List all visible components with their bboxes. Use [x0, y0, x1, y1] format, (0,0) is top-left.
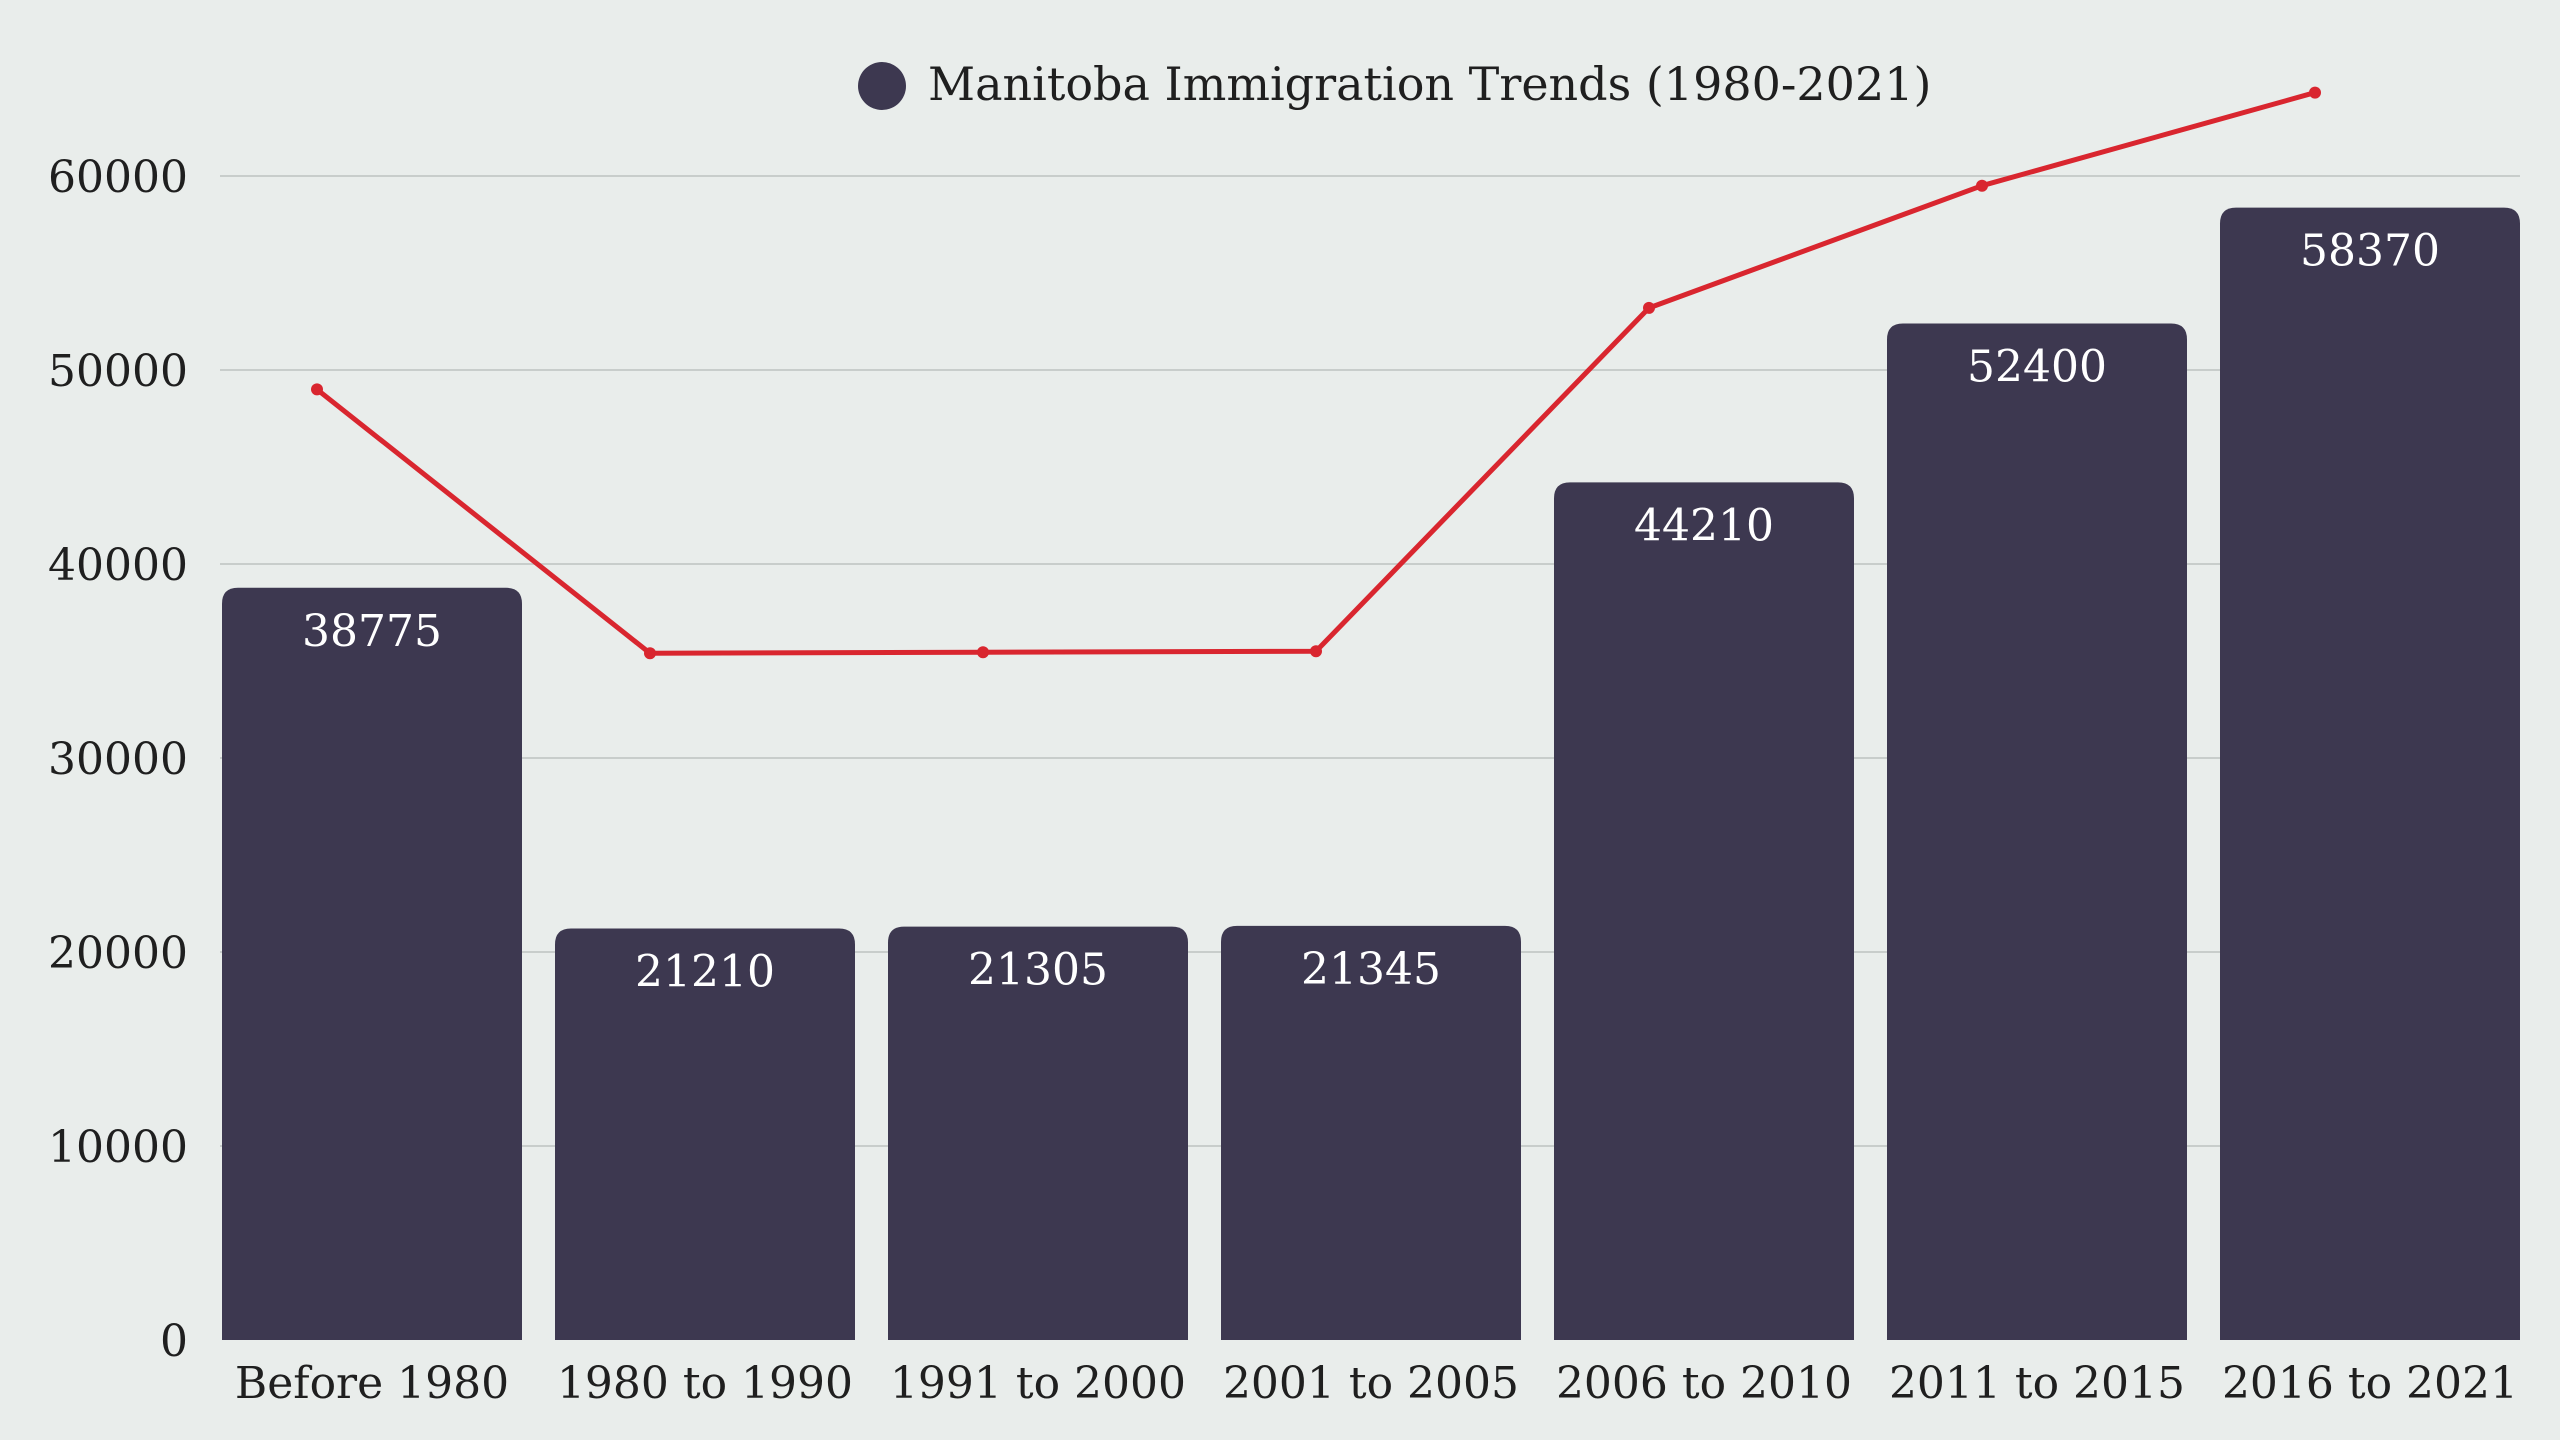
x-category-label: 2016 to 2021 — [2222, 1358, 2518, 1409]
x-category-label: 2011 to 2015 — [1889, 1358, 2185, 1409]
bar-value-label: 44210 — [1634, 500, 1774, 551]
bar — [222, 587, 522, 1340]
x-category-label: 1980 to 1990 — [557, 1358, 853, 1409]
trend-line — [311, 86, 2321, 660]
y-tick-label: 40000 — [48, 540, 188, 591]
bar — [888, 926, 1188, 1340]
legend-swatch-icon — [858, 62, 906, 110]
bar — [2220, 207, 2520, 1341]
bar-value-label: 52400 — [1967, 341, 2107, 392]
trend-line-point — [311, 383, 323, 396]
x-category-label: 2001 to 2005 — [1223, 1358, 1519, 1409]
bar-value-label: 38775 — [302, 606, 442, 657]
trend-line-point — [1310, 645, 1322, 658]
trend-line-point — [644, 647, 656, 660]
legend-label: Manitoba Immigration Trends (1980-2021) — [928, 57, 1931, 111]
y-tick-label: 30000 — [48, 734, 188, 785]
y-tick-label: 60000 — [48, 152, 188, 203]
bar-value-label: 58370 — [2300, 226, 2440, 277]
y-tick-label: 20000 — [48, 928, 188, 979]
x-category-label: Before 1980 — [235, 1358, 509, 1409]
bar — [1554, 482, 1854, 1340]
bar — [1221, 925, 1521, 1340]
y-tick-label: 10000 — [48, 1122, 188, 1173]
bar-value-label: 21345 — [1301, 944, 1441, 995]
y-tick-label: 50000 — [48, 346, 188, 397]
trend-line-point — [1976, 179, 1988, 192]
trend-line-point — [1643, 301, 1655, 314]
bar-value-labels: 38775 21210 21305 21345 44210 52400 58370 — [302, 226, 2440, 998]
x-category-label: 2006 to 2010 — [1556, 1358, 1852, 1409]
trend-line-point — [977, 646, 989, 659]
bars — [222, 207, 2520, 1341]
bar — [1887, 323, 2187, 1340]
bar — [555, 928, 855, 1340]
x-category-label: 1991 to 2000 — [890, 1358, 1186, 1409]
y-axis-ticks: 0 10000 20000 30000 40000 50000 60000 — [48, 152, 188, 1367]
y-tick-label: 0 — [160, 1316, 188, 1367]
legend: Manitoba Immigration Trends (1980-2021) — [858, 57, 1931, 111]
x-axis-labels: Before 1980 1980 to 1990 1991 to 2000 2001 … — [235, 1358, 2518, 1409]
bar-value-label: 21210 — [635, 947, 775, 998]
bar-value-label: 21305 — [968, 945, 1108, 996]
trend-line-point — [2309, 86, 2321, 99]
